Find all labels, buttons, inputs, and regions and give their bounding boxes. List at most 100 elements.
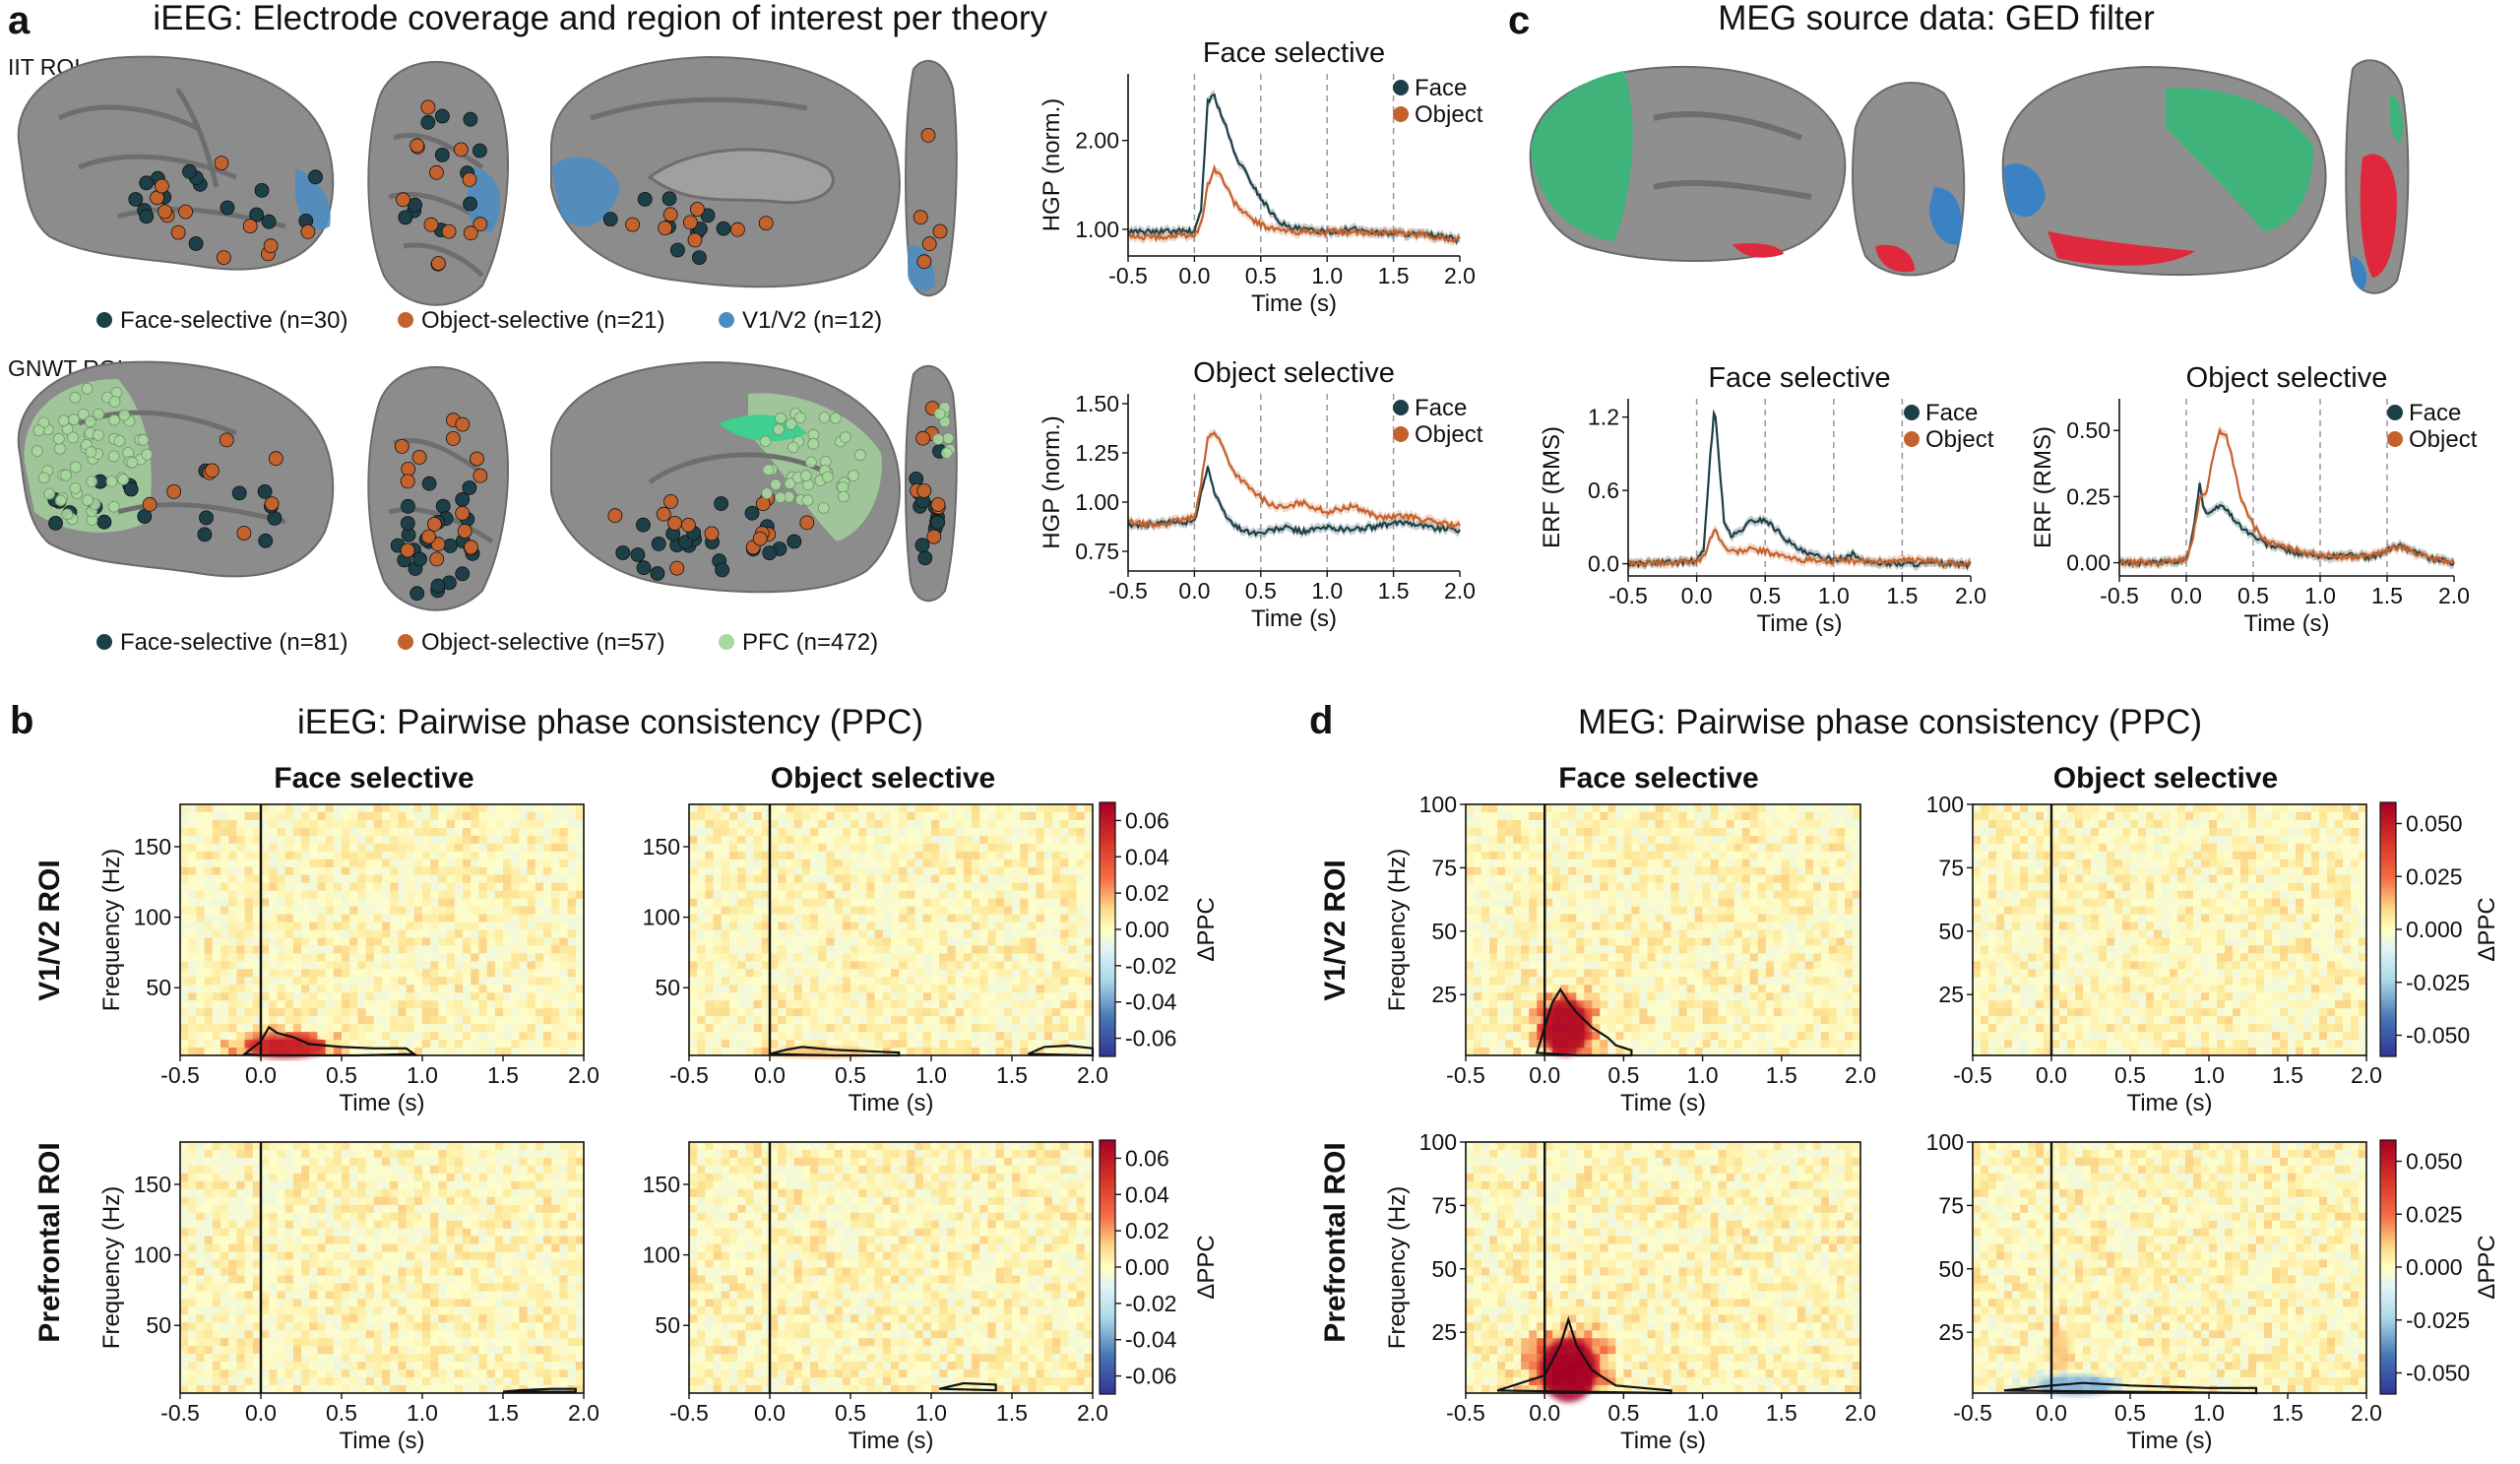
electrode: [435, 148, 449, 161]
heatmap-cell: [745, 985, 754, 993]
heatmap-cell: [228, 1330, 237, 1339]
heatmap-cell: [536, 844, 544, 853]
heatmap-cell: [366, 1260, 375, 1269]
heatmap-cell: [447, 883, 456, 892]
heatmap-cell: [269, 1338, 278, 1347]
heatmap-cell: [697, 961, 706, 970]
heatmap-cell: [301, 938, 310, 947]
heatmap-cell: [430, 1338, 439, 1347]
heatmap-cell: [357, 1174, 366, 1182]
heatmap-cell: [478, 883, 487, 892]
heatmap-cell: [923, 844, 932, 853]
heatmap-cell: [689, 836, 698, 845]
heatmap-cell: [939, 820, 948, 829]
heatmap-cell: [180, 1314, 189, 1323]
heatmap-cell: [390, 1283, 399, 1292]
heatmap-cell: [939, 938, 948, 947]
heatmap-cell: [317, 945, 326, 954]
heatmap-cell: [568, 961, 577, 970]
heatmap-cell: [414, 992, 423, 1001]
heatmap-cell: [334, 1338, 343, 1347]
heatmap-cell: [858, 891, 867, 900]
electrode-pfc: [839, 491, 850, 502]
heatmap-cell: [213, 1244, 221, 1253]
heatmap-cell: [495, 836, 504, 845]
electrode: [397, 193, 410, 207]
heatmap-cell: [245, 899, 254, 908]
heatmap-cell: [850, 875, 859, 884]
heatmap-cell: [754, 859, 763, 868]
heatmap-cell: [334, 1354, 343, 1363]
heatmap-cell: [245, 1330, 254, 1339]
heatmap-cell: [205, 1338, 214, 1347]
heatmap-cell: [398, 1040, 407, 1049]
heatmap-cell: [455, 1362, 464, 1370]
heatmap-cell: [220, 1158, 229, 1167]
heatmap-cell: [1068, 812, 1077, 821]
heatmap-cell: [188, 875, 197, 884]
heatmap-cell: [374, 812, 383, 821]
heatmap-cell: [228, 969, 237, 978]
heatmap-cell: [374, 1338, 383, 1347]
heatmap-cell: [972, 977, 980, 986]
heatmap-cell: [778, 875, 787, 884]
heatmap-cell: [1052, 899, 1061, 908]
heatmap-cell: [843, 804, 851, 813]
heatmap-cell: [220, 1260, 229, 1269]
heatmap-cell: [334, 820, 343, 829]
heatmap-cell: [342, 1142, 350, 1151]
heatmap-cell: [293, 1016, 302, 1025]
electrode: [917, 483, 931, 497]
electrode: [916, 431, 930, 445]
heatmap-cell: [495, 820, 504, 829]
heatmap-cell: [1077, 820, 1086, 829]
electrode: [171, 225, 185, 239]
heatmap-cell: [826, 930, 835, 939]
heatmap-cell: [188, 1362, 197, 1370]
x-tick-label: 0.5: [835, 1062, 866, 1088]
heatmap-cell: [697, 844, 706, 853]
heatmap-cell: [964, 938, 973, 947]
heatmap-cell: [754, 907, 763, 916]
heatmap-cell: [729, 907, 738, 916]
heatmap-cell: [422, 1260, 431, 1269]
heatmap-cell: [939, 836, 948, 845]
heatmap-cell: [357, 1158, 366, 1167]
heatmap-cell: [245, 828, 254, 837]
heatmap-cell: [964, 820, 973, 829]
heatmap-cell: [357, 1291, 366, 1300]
heatmap-cell: [342, 1221, 350, 1230]
heatmap-cell: [487, 1150, 496, 1159]
heatmap-cell: [180, 1276, 189, 1285]
heatmap-cell: [374, 804, 383, 813]
heatmap-cell: [996, 804, 1005, 813]
heatmap-cell: [357, 867, 366, 876]
heatmap-cell: [463, 1322, 472, 1331]
heatmap-cell: [390, 891, 399, 900]
heatmap-cell: [745, 828, 754, 837]
heatmap-cell: [915, 1040, 924, 1049]
heatmap-cell: [261, 1150, 270, 1159]
heatmap-cell: [463, 1221, 472, 1230]
heatmap-cell: [317, 961, 326, 970]
heatmap-cell: [1012, 812, 1021, 821]
heatmap-cell: [931, 969, 940, 978]
heatmap-cell: [407, 961, 415, 970]
heatmap-cell: [205, 852, 214, 860]
heatmap-cell: [1052, 915, 1061, 923]
heatmap-cell: [972, 859, 980, 868]
heatmap-cell: [705, 938, 714, 947]
heatmap-cell: [374, 836, 383, 845]
heatmap-cell: [277, 938, 285, 947]
heatmap-cell: [810, 907, 819, 916]
heatmap-cell: [495, 992, 504, 1001]
heatmap-cell: [568, 867, 577, 876]
heatmap-cell: [309, 1283, 318, 1292]
heatmap-cell: [511, 828, 520, 837]
heatmap-cell: [754, 812, 763, 821]
heatmap-cell: [810, 961, 819, 970]
heatmap-cell: [180, 1158, 189, 1167]
heatmap-cell: [447, 836, 456, 845]
heatmap-cell: [778, 953, 787, 962]
heatmap-cell: [1060, 820, 1069, 829]
